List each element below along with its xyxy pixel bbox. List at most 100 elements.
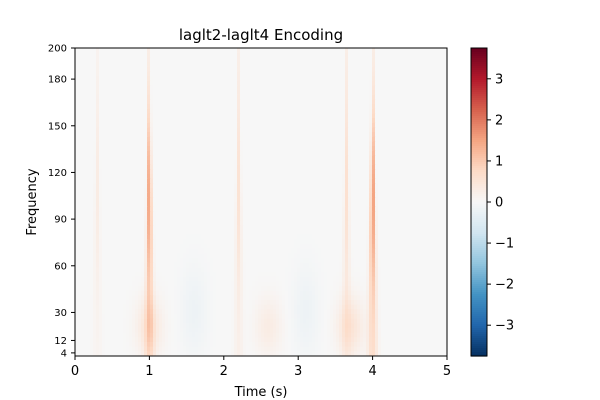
heatmap-cell — [201, 90, 205, 96]
heatmap-cell — [291, 155, 295, 161]
heatmap-cell — [237, 202, 241, 208]
heatmap-cell — [294, 108, 298, 114]
heatmap-cell — [267, 178, 271, 184]
heatmap-cell — [153, 216, 157, 222]
heatmap-cell — [117, 99, 121, 105]
heatmap-cell — [102, 62, 106, 68]
heatmap-cell — [354, 225, 358, 231]
heatmap-cell — [135, 146, 139, 152]
heatmap-cell — [372, 99, 376, 105]
heatmap-cell — [345, 206, 349, 212]
heatmap-cell — [351, 136, 355, 142]
heatmap-cell — [279, 90, 283, 96]
heatmap-cell — [75, 48, 79, 54]
heatmap-cell — [165, 220, 169, 226]
heatmap-cell — [243, 99, 247, 105]
heatmap-cell — [135, 132, 139, 138]
heatmap-cell — [132, 90, 136, 96]
heatmap-cell — [411, 113, 415, 119]
heatmap-cell — [393, 230, 397, 236]
heatmap-cell — [336, 108, 340, 114]
heatmap-cell — [402, 52, 406, 58]
heatmap-cell — [426, 197, 430, 203]
heatmap-cell — [345, 71, 349, 77]
heatmap-cell — [225, 141, 229, 147]
heatmap-cell — [84, 71, 88, 77]
heatmap-cell — [162, 183, 166, 189]
heatmap-cell — [168, 211, 172, 217]
heatmap-cell — [162, 155, 166, 161]
heatmap-cell — [414, 169, 418, 175]
heatmap-cell — [129, 127, 133, 133]
heatmap-cell — [141, 230, 145, 236]
heatmap-cell — [105, 62, 109, 68]
heatmap-cell — [96, 127, 100, 133]
heatmap-cell — [360, 216, 364, 222]
heatmap-cell — [441, 66, 445, 72]
heatmap-cell — [399, 141, 403, 147]
heatmap-cell — [228, 113, 232, 119]
heatmap-cell — [351, 113, 355, 119]
heatmap-cell — [216, 132, 220, 138]
heatmap-cell — [267, 230, 271, 236]
heatmap-cell — [438, 76, 442, 82]
heatmap-cell — [168, 216, 172, 222]
heatmap-cell — [261, 122, 265, 128]
heatmap-cell — [261, 230, 265, 236]
heatmap-cell — [264, 192, 268, 198]
heatmap-cell — [225, 197, 229, 203]
heatmap-cell — [225, 76, 229, 82]
heatmap-cell — [366, 225, 370, 231]
heatmap-cell — [249, 62, 253, 68]
heatmap-cell — [291, 122, 295, 128]
heatmap-cell — [291, 188, 295, 194]
heatmap-cell — [138, 174, 142, 180]
heatmap-cell — [252, 174, 256, 180]
heatmap-cell — [162, 136, 166, 142]
heatmap-cell — [135, 197, 139, 203]
heatmap-cell — [264, 113, 268, 119]
heatmap-cell — [336, 52, 340, 58]
heatmap-cell — [321, 150, 325, 156]
heatmap-cell — [408, 160, 412, 166]
heatmap-cell — [276, 230, 280, 236]
heatmap-cell — [165, 150, 169, 156]
heatmap-cell — [366, 141, 370, 147]
heatmap-cell — [282, 188, 286, 194]
heatmap-cell — [144, 132, 148, 138]
heatmap-cell — [273, 76, 277, 82]
heatmap-cell — [363, 211, 367, 217]
heatmap-cell — [195, 108, 199, 114]
heatmap-cell — [150, 122, 154, 128]
heatmap-cell — [240, 150, 244, 156]
heatmap-cell — [351, 206, 355, 212]
heatmap-cell — [162, 150, 166, 156]
heatmap-cell — [255, 52, 259, 58]
heatmap-cell — [426, 174, 430, 180]
heatmap-cell — [435, 202, 439, 208]
heatmap-cell — [312, 127, 316, 133]
heatmap-cell — [228, 52, 232, 58]
heatmap-cell — [294, 94, 298, 100]
heatmap-cell — [255, 94, 259, 100]
heatmap-cell — [234, 141, 238, 147]
heatmap-cell — [324, 108, 328, 114]
heatmap-cell — [357, 164, 361, 170]
heatmap-cell — [423, 164, 427, 170]
heatmap-cell — [420, 94, 424, 100]
heatmap-cell — [150, 85, 154, 91]
heatmap-cell — [270, 160, 274, 166]
heatmap-cell — [399, 150, 403, 156]
heatmap-cell — [195, 80, 199, 86]
heatmap-cell — [108, 230, 112, 236]
heatmap-cell — [231, 108, 235, 114]
heatmap-cell — [324, 146, 328, 152]
heatmap-cell — [408, 62, 412, 68]
heatmap-cell — [129, 230, 133, 236]
heatmap-cell — [372, 146, 376, 152]
heatmap-cell — [417, 220, 421, 226]
heatmap-cell — [207, 136, 211, 142]
heatmap-cell — [444, 66, 447, 72]
heatmap-cell — [261, 113, 265, 119]
heatmap-cell — [393, 122, 397, 128]
